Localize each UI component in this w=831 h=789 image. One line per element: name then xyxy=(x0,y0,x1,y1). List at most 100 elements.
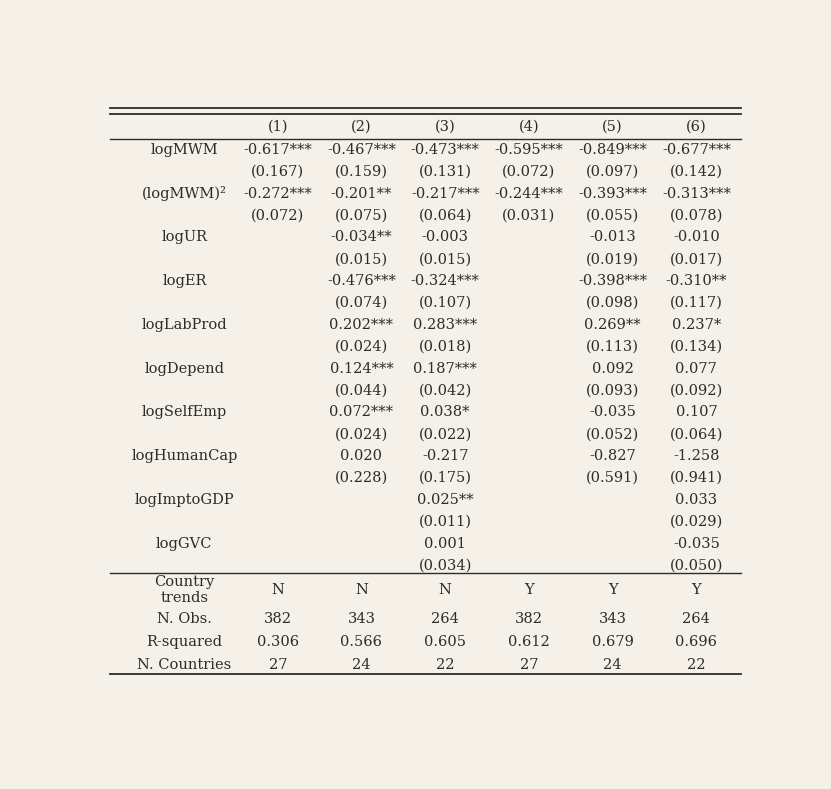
Text: -0.476***: -0.476*** xyxy=(327,275,396,288)
Text: (3): (3) xyxy=(435,119,455,133)
Text: (0.159): (0.159) xyxy=(335,165,388,179)
Text: N: N xyxy=(439,583,451,597)
Text: 0.566: 0.566 xyxy=(341,635,382,649)
Text: -1.258: -1.258 xyxy=(673,449,720,463)
Text: 0.237*: 0.237* xyxy=(671,318,721,332)
Text: (0.055): (0.055) xyxy=(586,208,639,222)
Text: Country
trends: Country trends xyxy=(155,575,214,605)
Text: 22: 22 xyxy=(687,658,706,672)
Text: (0.034): (0.034) xyxy=(419,559,472,573)
Text: -0.272***: -0.272*** xyxy=(243,187,312,200)
Text: (0.097): (0.097) xyxy=(586,165,639,179)
Text: -0.035: -0.035 xyxy=(589,406,636,420)
Text: 0.025**: 0.025** xyxy=(417,493,474,507)
Text: -0.313***: -0.313*** xyxy=(662,187,730,200)
Text: (logMWM)²: (logMWM)² xyxy=(142,186,227,201)
Text: 27: 27 xyxy=(268,658,287,672)
Text: Y: Y xyxy=(607,583,617,597)
Text: (0.022): (0.022) xyxy=(419,428,472,441)
Text: (0.941): (0.941) xyxy=(670,471,723,485)
Text: (0.024): (0.024) xyxy=(335,340,388,353)
Text: -0.849***: -0.849*** xyxy=(578,143,647,157)
Text: 24: 24 xyxy=(603,658,622,672)
Text: -0.677***: -0.677*** xyxy=(662,143,730,157)
Text: logHumanCap: logHumanCap xyxy=(131,449,238,463)
Text: (0.142): (0.142) xyxy=(670,165,723,179)
Text: 0.124***: 0.124*** xyxy=(330,361,393,376)
Text: (6): (6) xyxy=(686,119,706,133)
Text: (0.228): (0.228) xyxy=(335,471,388,485)
Text: 0.092: 0.092 xyxy=(592,361,633,376)
Text: (0.072): (0.072) xyxy=(251,208,304,222)
Text: (0.072): (0.072) xyxy=(502,165,556,179)
Text: 0.306: 0.306 xyxy=(257,635,299,649)
Text: (0.117): (0.117) xyxy=(670,296,723,310)
Text: -0.034**: -0.034** xyxy=(331,230,392,245)
Text: 0.033: 0.033 xyxy=(676,493,717,507)
Text: -0.473***: -0.473*** xyxy=(411,143,479,157)
Text: -0.035: -0.035 xyxy=(673,537,720,551)
Text: -0.217: -0.217 xyxy=(422,449,469,463)
Text: -0.310**: -0.310** xyxy=(666,275,727,288)
Text: -0.393***: -0.393*** xyxy=(578,187,647,200)
Text: 0.072***: 0.072*** xyxy=(329,406,394,420)
Text: (0.031): (0.031) xyxy=(502,208,556,222)
Text: -0.467***: -0.467*** xyxy=(327,143,396,157)
Text: (0.018): (0.018) xyxy=(419,340,472,353)
Text: logUR: logUR xyxy=(161,230,208,245)
Text: (0.015): (0.015) xyxy=(335,252,388,267)
Text: -0.201**: -0.201** xyxy=(331,187,392,200)
Text: logDepend: logDepend xyxy=(145,361,224,376)
Text: 0.107: 0.107 xyxy=(676,406,717,420)
Text: 343: 343 xyxy=(347,611,376,626)
Text: R-squared: R-squared xyxy=(146,635,223,649)
Text: (0.029): (0.029) xyxy=(670,514,723,529)
Text: logImptoGDP: logImptoGDP xyxy=(135,493,234,507)
Text: N: N xyxy=(355,583,368,597)
Text: logGVC: logGVC xyxy=(156,537,213,551)
Text: logLabProd: logLabProd xyxy=(141,318,227,332)
Text: 264: 264 xyxy=(682,611,711,626)
Text: 0.187***: 0.187*** xyxy=(413,361,477,376)
Text: -0.010: -0.010 xyxy=(673,230,720,245)
Text: 0.605: 0.605 xyxy=(424,635,466,649)
Text: Y: Y xyxy=(524,583,534,597)
Text: (0.015): (0.015) xyxy=(419,252,472,267)
Text: (0.078): (0.078) xyxy=(670,208,723,222)
Text: 0.020: 0.020 xyxy=(341,449,382,463)
Text: (0.042): (0.042) xyxy=(419,383,472,398)
Text: 0.696: 0.696 xyxy=(676,635,717,649)
Text: 0.269**: 0.269** xyxy=(584,318,641,332)
Text: N. Obs.: N. Obs. xyxy=(157,611,212,626)
Text: (0.011): (0.011) xyxy=(419,514,472,529)
Text: (0.591): (0.591) xyxy=(586,471,639,485)
Text: 22: 22 xyxy=(436,658,455,672)
Text: (0.075): (0.075) xyxy=(335,208,388,222)
Text: -0.244***: -0.244*** xyxy=(494,187,563,200)
Text: (0.024): (0.024) xyxy=(335,428,388,441)
Text: -0.013: -0.013 xyxy=(589,230,636,245)
Text: -0.324***: -0.324*** xyxy=(411,275,479,288)
Text: 0.679: 0.679 xyxy=(592,635,633,649)
Text: -0.595***: -0.595*** xyxy=(494,143,563,157)
Text: (1): (1) xyxy=(268,119,288,133)
Text: 0.077: 0.077 xyxy=(676,361,717,376)
Text: (0.107): (0.107) xyxy=(419,296,472,310)
Text: (0.064): (0.064) xyxy=(670,428,723,441)
Text: (0.050): (0.050) xyxy=(670,559,723,573)
Text: (0.019): (0.019) xyxy=(586,252,639,267)
Text: 0.038*: 0.038* xyxy=(420,406,470,420)
Text: (0.167): (0.167) xyxy=(251,165,304,179)
Text: 343: 343 xyxy=(598,611,627,626)
Text: logMWM: logMWM xyxy=(150,143,219,157)
Text: Y: Y xyxy=(691,583,701,597)
Text: 264: 264 xyxy=(431,611,460,626)
Text: 382: 382 xyxy=(515,611,543,626)
Text: (0.074): (0.074) xyxy=(335,296,388,310)
Text: logSelfEmp: logSelfEmp xyxy=(142,406,227,420)
Text: (0.113): (0.113) xyxy=(586,340,639,353)
Text: 27: 27 xyxy=(519,658,538,672)
Text: -0.617***: -0.617*** xyxy=(243,143,312,157)
Text: 382: 382 xyxy=(263,611,292,626)
Text: logER: logER xyxy=(162,275,207,288)
